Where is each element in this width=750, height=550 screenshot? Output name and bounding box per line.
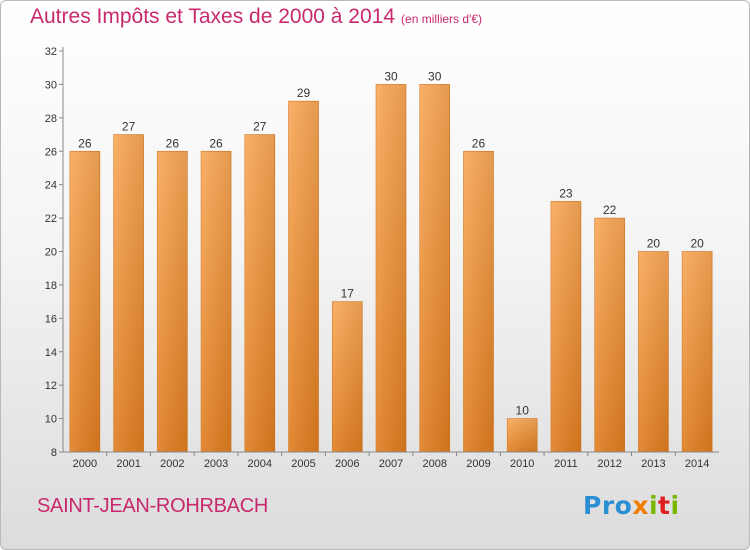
bar-shade-2006: [332, 301, 363, 452]
data-label-2006: 17: [341, 287, 355, 301]
y-tick-label: 12: [45, 380, 57, 392]
y-tick-label: 22: [45, 213, 57, 225]
data-label-2013: 20: [647, 237, 661, 251]
x-tick-label: 2010: [510, 458, 534, 470]
y-tick-label: 10: [45, 414, 57, 426]
data-label-2004: 27: [253, 120, 267, 134]
x-tick-label: 2012: [597, 458, 621, 470]
bar-shade-2001: [113, 134, 144, 452]
x-tick-label: 2011: [554, 458, 578, 470]
axes-group: 8 10 12 14 16 18 20 22 24 26 28 30 32 2000 2001 2002 200…: [45, 46, 719, 470]
data-label-2001: 27: [122, 120, 136, 134]
data-label-2011: 23: [559, 186, 573, 200]
x-tick-label: 2004: [248, 458, 272, 470]
proxiti-logo: Proxiti: [583, 491, 680, 520]
bar-shade-2011: [550, 201, 581, 452]
bar-shade-2009: [463, 151, 494, 452]
title-text: Autres Impôts et Taxes de 2000 à 2014: [30, 5, 396, 28]
data-label-2012: 22: [603, 203, 617, 217]
data-label-2002: 26: [166, 136, 180, 150]
y-tick-label: 32: [45, 46, 57, 58]
x-tick-label: 2009: [466, 458, 490, 470]
data-label-2009: 26: [472, 136, 486, 150]
bars-group: 26 27 26 26 27 29 17 30 30 26 10 23 22 20 20: [69, 69, 713, 453]
x-tick-label: 2013: [641, 458, 665, 470]
bar-shade-2007: [376, 84, 406, 453]
chart-title: Autres Impôts et Taxes de 2000 à 2014 (en…: [30, 5, 482, 29]
data-label-2005: 29: [297, 86, 311, 100]
data-label-2010: 10: [516, 404, 530, 418]
data-label-2014: 20: [690, 237, 704, 251]
bar-shade-2012: [594, 218, 625, 452]
data-label-2008: 30: [428, 69, 442, 83]
y-tick-label: 14: [45, 347, 57, 359]
x-tick-label: 2014: [685, 458, 709, 470]
data-label-2007: 30: [384, 69, 398, 83]
bar-shade-2010: [507, 418, 538, 452]
x-tick-label: 2000: [73, 458, 97, 470]
x-tick-label: 2003: [204, 458, 228, 470]
y-tick-label: 20: [45, 247, 57, 259]
x-tick-label: 2005: [291, 458, 315, 470]
data-label-2003: 26: [209, 136, 223, 150]
title-unit: (en milliers d'€): [401, 12, 483, 26]
y-tick-label: 18: [45, 280, 57, 292]
bar-shade-2005: [288, 101, 319, 452]
data-label-2000: 26: [78, 136, 92, 150]
y-tick-label: 16: [45, 313, 57, 325]
x-tick-label: 2008: [422, 458, 446, 470]
y-tick-label: 30: [45, 79, 57, 91]
city-name: SAINT-JEAN-ROHRBACH: [37, 495, 268, 517]
x-tick-label: 2001: [116, 458, 140, 470]
y-tick-label: 8: [51, 447, 57, 459]
bar-shade-2002: [157, 151, 188, 452]
bar-shade-2008: [419, 84, 450, 453]
y-tick-label: 24: [45, 180, 57, 192]
bar-shade-2000: [69, 151, 100, 452]
y-tick-label: 28: [45, 113, 57, 125]
x-tick-label: 2007: [379, 458, 403, 470]
bar-shade-2004: [244, 134, 275, 452]
bar-shade-2003: [201, 151, 232, 452]
x-tick-label: 2006: [335, 458, 359, 470]
bar-shade-2013: [638, 251, 669, 452]
x-tick-label: 2002: [160, 458, 184, 470]
y-tick-label: 26: [45, 146, 57, 158]
bar-shade-2014: [682, 251, 713, 452]
